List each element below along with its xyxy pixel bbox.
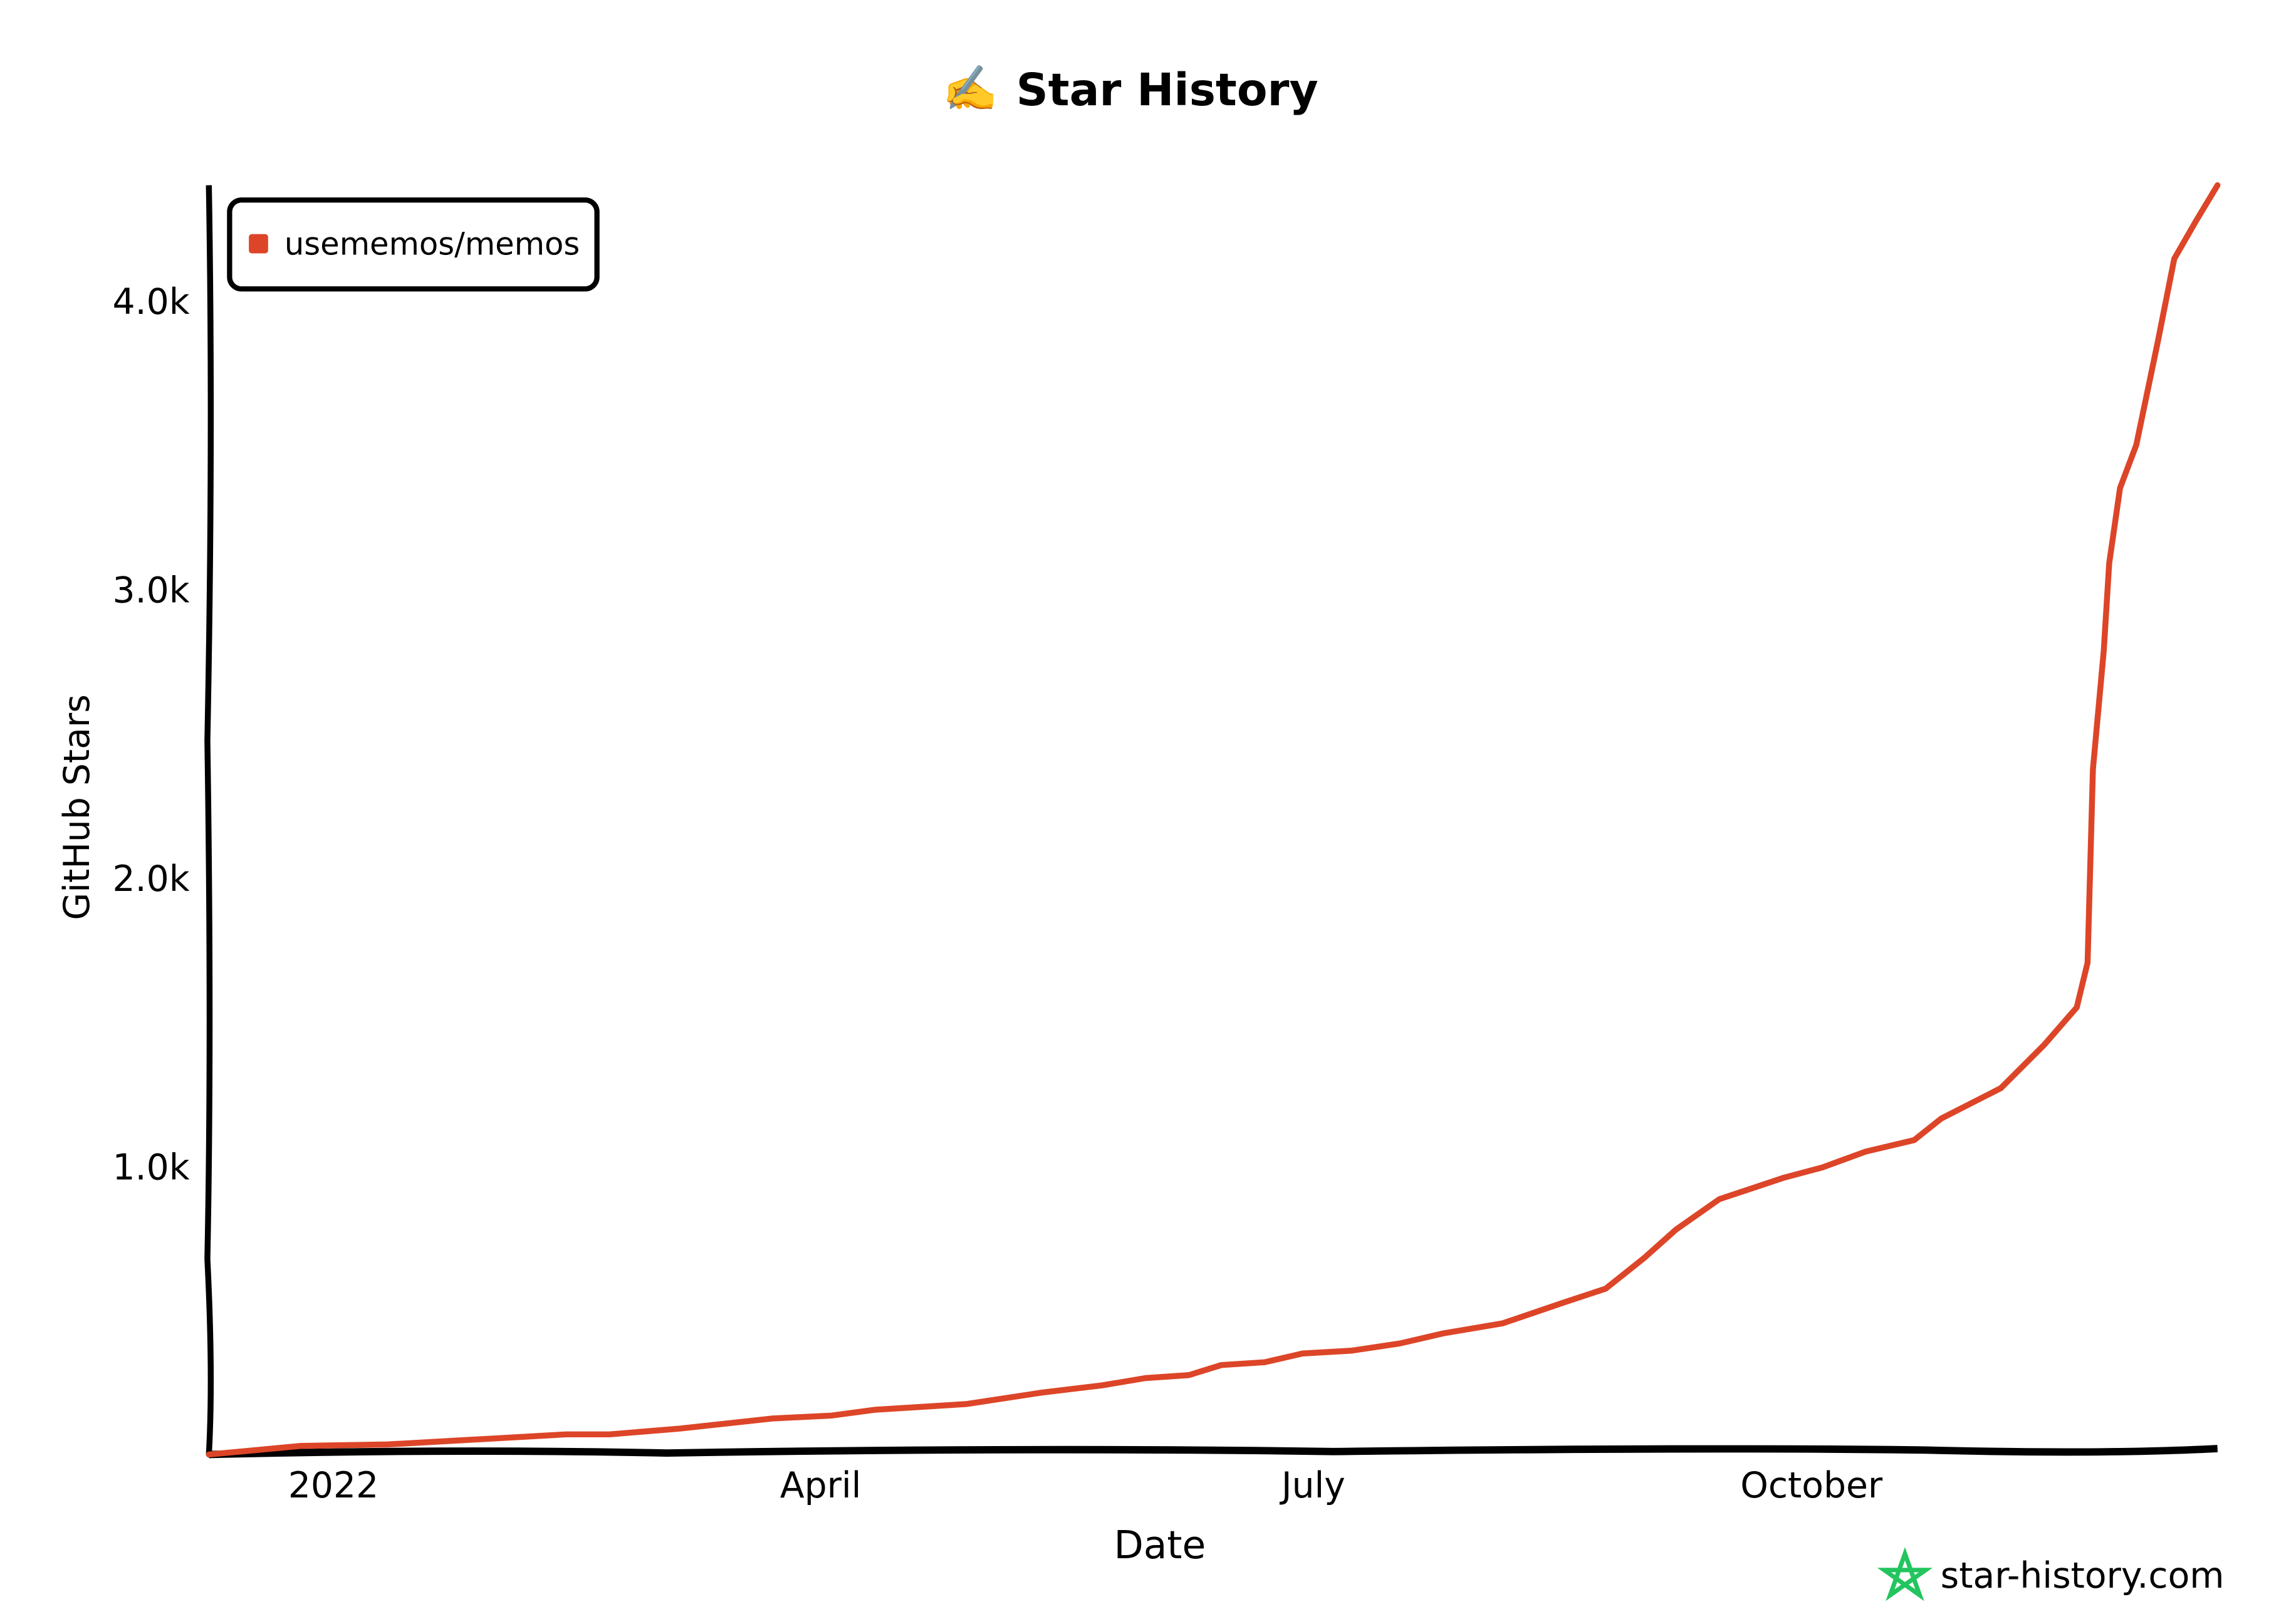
y-tick-label: 4.0k (113, 281, 190, 323)
watermark-text: star-history.com (1941, 1555, 2225, 1596)
x-tick-label: October (1740, 1465, 1883, 1506)
y-axis-line (204, 185, 214, 1455)
x-tick-label: April (780, 1465, 862, 1506)
watermark: star-history.com (1877, 1547, 2225, 1601)
legend: usememos/memos (227, 197, 600, 292)
y-tick-label: 2.0k (113, 858, 190, 900)
series-line (206, 182, 2221, 1458)
legend-label: usememos/memos (284, 226, 580, 263)
x-axis-line (209, 1445, 2218, 1459)
star-history-logo-icon (1877, 1547, 1933, 1601)
y-tick-label: 1.0k (113, 1147, 190, 1188)
x-tick-label: 2022 (288, 1465, 378, 1506)
legend-swatch (249, 234, 268, 254)
y-axis-label: GitHub Stars (56, 694, 98, 920)
x-axis-label: Date (1114, 1523, 1206, 1568)
x-tick-label: July (1280, 1465, 1345, 1506)
legend-box (227, 197, 600, 292)
chart-title-text: Star History (1016, 64, 1318, 116)
title-emoji: ✍️ (942, 63, 998, 115)
y-tick-label: 3.0k (113, 570, 190, 611)
chart-title: ✍️ Star History (942, 63, 1318, 116)
